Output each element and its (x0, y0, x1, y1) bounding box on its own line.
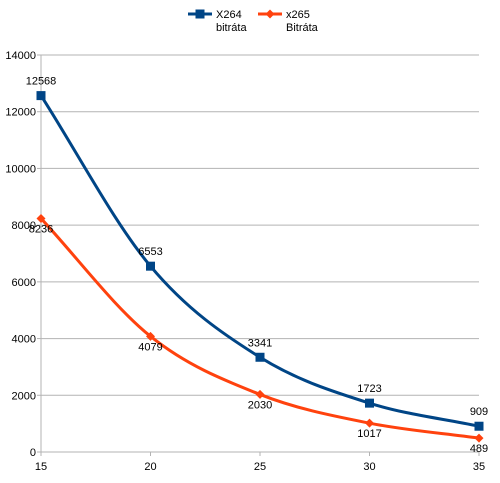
data-point (146, 261, 155, 271)
y-tick-label: 6000 (12, 277, 36, 289)
data-label: 909 (470, 406, 488, 418)
y-axis-ticks: 0 2000 4000 6000 8000 10000 12000 14000 (5, 50, 41, 459)
data-point (146, 331, 155, 341)
data-labels: 12568 6553 3341 1723 909 8236 4079 2030 1017 489 (26, 76, 488, 456)
data-label: 12568 (26, 76, 57, 88)
x-tick-label: 20 (144, 461, 156, 473)
data-point (36, 213, 46, 223)
data-label: 8236 (29, 223, 53, 235)
x-tick-label: 30 (363, 461, 375, 473)
legend-label: Bitráta (286, 22, 319, 34)
data-label: 1017 (357, 428, 381, 440)
y-tick-label: 2000 (12, 390, 36, 402)
legend-swatch-marker (195, 9, 205, 19)
series-line (39, 94, 481, 428)
legend-label: bitráta (216, 22, 247, 34)
legend-swatch-marker (265, 9, 275, 19)
x-tick-label: 25 (254, 461, 266, 473)
y-tick-label: 0 (30, 447, 36, 459)
series-line (39, 216, 481, 440)
x-tick-label: 35 (473, 461, 485, 473)
data-label: 489 (470, 443, 488, 455)
series-layer (36, 91, 484, 443)
data-point (474, 421, 484, 431)
x-axis-ticks: 15 20 25 30 35 (35, 452, 485, 473)
data-label: 1723 (357, 383, 381, 395)
data-label: 4079 (138, 341, 162, 353)
data-point (255, 352, 265, 362)
legend-label: x265 (286, 9, 310, 21)
data-label: 2030 (248, 399, 272, 411)
data-point (474, 433, 484, 443)
gridlines (41, 54, 479, 396)
data-point (365, 398, 374, 408)
data-label: 3341 (248, 337, 272, 349)
y-tick-label: 12000 (5, 107, 36, 119)
data-point (255, 389, 265, 399)
data-point (365, 418, 374, 428)
series-x265 (36, 213, 484, 443)
y-tick-label: 14000 (5, 50, 36, 62)
y-tick-label: 4000 (12, 334, 36, 346)
series-x264 (36, 91, 484, 431)
y-tick-label: 10000 (5, 163, 36, 175)
x-tick-label: 15 (35, 461, 47, 473)
legend-label: X264 (216, 9, 242, 21)
y-tick-label: 8000 (12, 220, 36, 232)
data-point (36, 91, 46, 101)
data-label: 6553 (138, 246, 162, 258)
